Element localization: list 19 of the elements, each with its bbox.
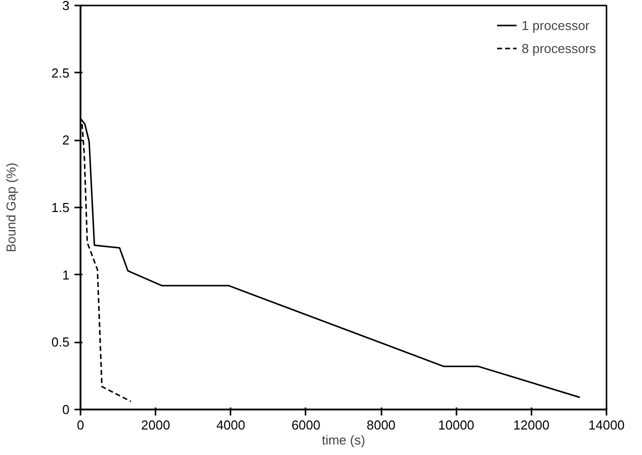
- y-tick-label: 1: [62, 267, 70, 282]
- legend-label: 8 processors: [522, 40, 596, 56]
- y-tick-label: 1.5: [51, 200, 70, 215]
- x-tick-label: 4000: [216, 418, 246, 432]
- x-tick-label: 12000: [513, 418, 550, 432]
- x-tick-label: 6000: [291, 418, 320, 432]
- y-axis-title: Bound Gap (%): [3, 162, 18, 252]
- y-tick-label: 2.5: [51, 65, 70, 80]
- x-tick-label: 0: [76, 418, 84, 432]
- y-tick-label: 3: [62, 0, 70, 13]
- y-tick-label: 0: [62, 402, 70, 417]
- x-tick-label: 10000: [438, 418, 474, 432]
- x-axis-title: time (s): [322, 432, 366, 448]
- x-tick-label: 14000: [588, 418, 625, 432]
- x-tick-label: 8000: [366, 418, 396, 432]
- legend-label: 1 processor: [522, 18, 590, 32]
- y-tick-label: 0.5: [51, 334, 70, 350]
- y-tick-label: 2: [62, 132, 70, 148]
- x-tick-label: 2000: [141, 418, 170, 432]
